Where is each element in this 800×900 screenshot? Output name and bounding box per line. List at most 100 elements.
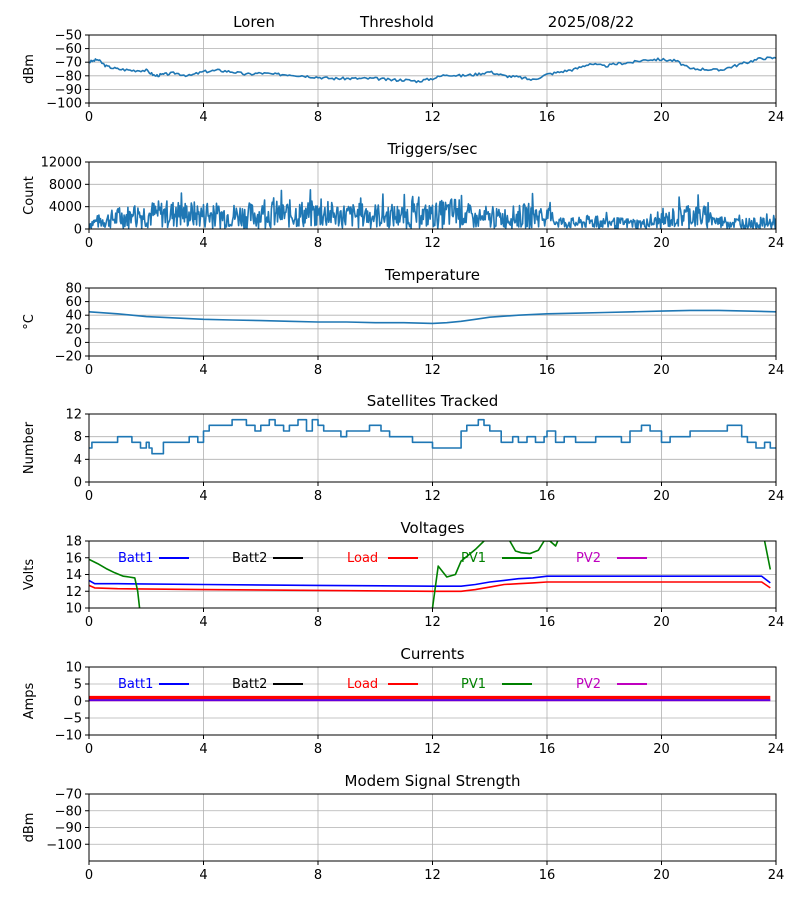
x-tick-label: 24: [768, 615, 785, 630]
y-axis-label: Volts: [22, 559, 37, 591]
y-tick-label: 4000: [49, 200, 82, 215]
y-tick-label: 80: [65, 282, 82, 297]
y-tick-label: 14: [65, 568, 82, 583]
plot-area: [89, 309, 776, 325]
x-tick-label: 16: [539, 110, 556, 125]
y-axis-label: Count: [22, 176, 37, 215]
y-axis-label: °C: [22, 314, 37, 330]
series-line-load: [89, 581, 771, 593]
chart-title: Currents: [400, 645, 464, 663]
legend-label-batt1: Batt1: [118, 677, 153, 692]
y-tick-label: 0: [74, 476, 82, 491]
legend-label-pv2: PV2: [576, 551, 601, 566]
y-tick-label: 10: [65, 602, 82, 617]
legend-label-pv1: PV1: [461, 551, 486, 566]
x-tick-label: 4: [199, 110, 207, 125]
y-tick-label: −90: [55, 821, 82, 836]
y-tick-label: −80: [55, 69, 82, 84]
y-tick-label: 0: [74, 695, 82, 710]
x-tick-label: 8: [314, 615, 322, 630]
chart-panel-1: 0 4 8 12 16 20 24 −100−90−80−70−60−50 dBm: [22, 29, 784, 126]
header-date: 2025/08/22: [548, 13, 634, 31]
x-tick-label: 8: [314, 742, 322, 757]
y-tick-label: −50: [55, 29, 82, 44]
x-tick-label: 16: [539, 236, 556, 251]
y-tick-label: 20: [65, 322, 82, 337]
x-tick-label: 4: [199, 489, 207, 504]
x-tick-label: 0: [85, 489, 93, 504]
y-axis-label: Number: [22, 421, 37, 474]
series-line-batt1: [89, 575, 771, 588]
x-tick-label: 24: [768, 742, 785, 757]
x-tick-label: 8: [314, 363, 322, 378]
y-tick-label: 5: [74, 678, 82, 693]
y-axis-label: Amps: [22, 682, 37, 719]
x-tick-label: 4: [199, 363, 207, 378]
x-tick-label: 12: [424, 363, 441, 378]
y-tick-label: 12: [65, 585, 82, 600]
chart-title: Satellites Tracked: [367, 392, 498, 410]
x-tick-label: 20: [653, 742, 670, 757]
x-tick-label: 0: [85, 868, 93, 883]
x-tick-label: 20: [653, 363, 670, 378]
y-tick-label: 18: [65, 535, 82, 550]
series-line-pv1: [89, 541, 772, 608]
x-tick-label: 16: [539, 363, 556, 378]
legend-label-pv1: PV1: [461, 677, 486, 692]
chart-panel-2: 0 4 8 12 16 20 24 0 4000 8000 12000 Triggers/sec Cou…: [22, 140, 784, 251]
y-tick-label: 12: [65, 408, 82, 423]
y-tick-label: 8: [74, 430, 82, 445]
series-line-triggers: [89, 189, 776, 229]
x-tick-label: 0: [85, 363, 93, 378]
y-tick-label: −20: [55, 350, 82, 365]
plot-area: [89, 695, 771, 702]
y-tick-label: 0: [74, 336, 82, 351]
x-tick-label: 12: [424, 615, 441, 630]
x-tick-label: 12: [424, 110, 441, 125]
x-tick-label: 20: [653, 236, 670, 251]
x-tick-label: 8: [314, 236, 322, 251]
legend-label-pv2: PV2: [576, 677, 601, 692]
y-tick-label: 0: [74, 223, 82, 238]
x-tick-label: 20: [653, 110, 670, 125]
chart-title: Voltages: [400, 519, 464, 537]
x-tick-label: 20: [653, 868, 670, 883]
y-tick-label: −5: [63, 712, 82, 727]
series-line-temperature: [89, 309, 776, 325]
x-tick-label: 8: [314, 489, 322, 504]
x-tick-label: 24: [768, 489, 785, 504]
x-tick-label: 4: [199, 615, 207, 630]
chart-panel-7: 0 4 8 12 16 20 24 −100 −90 −80−70 Modem Signal Str…: [22, 772, 784, 883]
plot-area: [89, 418, 776, 455]
y-tick-label: −60: [55, 42, 82, 57]
legend-label-batt2: Batt2: [232, 677, 267, 692]
chart-title: Temperature: [384, 266, 480, 284]
y-tick-label: −70: [55, 788, 82, 803]
x-tick-label: 20: [653, 489, 670, 504]
y-tick-label: 12000: [41, 156, 82, 171]
x-tick-label: 4: [199, 236, 207, 251]
x-tick-label: 12: [424, 236, 441, 251]
legend-label-batt1: Batt1: [118, 551, 153, 566]
y-axis-label: dBm: [22, 54, 37, 84]
y-tick-label: −80: [55, 804, 82, 819]
plot-area: [89, 541, 772, 608]
x-tick-label: 20: [653, 615, 670, 630]
y-tick-label: 40: [65, 309, 82, 324]
y-tick-label: 10: [65, 661, 82, 676]
x-tick-label: 24: [768, 363, 785, 378]
chart-panel-4: 0 4 8 12 16 20 24 0 4 8 12 Satellites Tracked Number: [22, 392, 784, 504]
x-tick-label: 0: [85, 742, 93, 757]
plot-area: [89, 56, 776, 84]
y-axis-label: dBm: [22, 813, 37, 843]
x-tick-label: 16: [539, 868, 556, 883]
legend-label-load: Load: [347, 677, 378, 692]
x-tick-label: 8: [314, 110, 322, 125]
legend-label-batt2: Batt2: [232, 551, 267, 566]
y-tick-label: −90: [55, 83, 82, 98]
x-tick-label: 12: [424, 489, 441, 504]
